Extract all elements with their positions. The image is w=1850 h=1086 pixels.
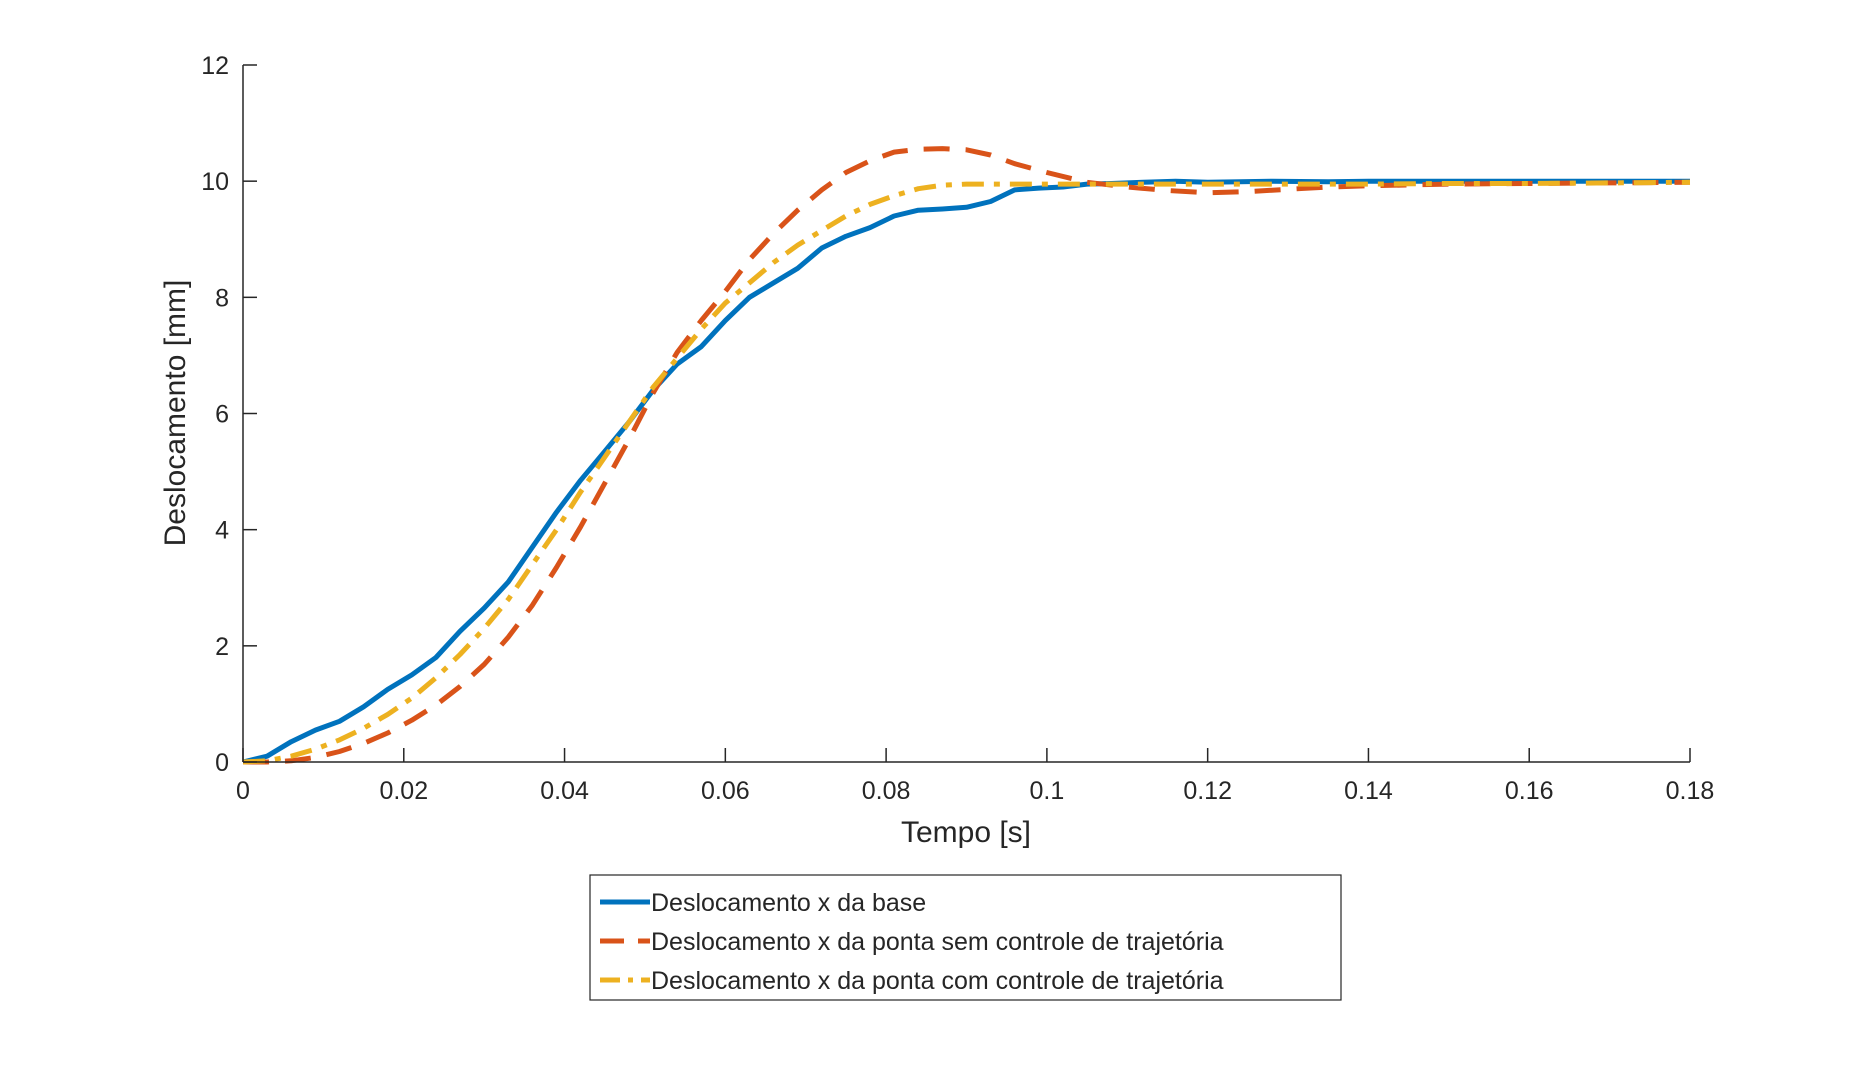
x-tick-label: 0.06 <box>701 777 750 805</box>
legend-entries: Deslocamento x da base Deslocamento x da … <box>600 889 1224 995</box>
y-tick-label: 6 <box>215 401 229 429</box>
series-line-2 <box>243 146 1691 765</box>
x-tick-label: 0.18 <box>1666 777 1715 805</box>
x-tick-label: 0 <box>236 777 250 805</box>
y-tick-label: 8 <box>215 284 229 312</box>
x-tick-label: 0.02 <box>379 777 428 805</box>
series-line-3 <box>242 179 1691 765</box>
series-lines <box>242 146 1691 765</box>
legend: Deslocamento x da base Deslocamento x da … <box>589 874 1342 1001</box>
legend-label-2: Deslocamento x da ponta sem controle de … <box>651 928 1224 956</box>
x-axis-ticks: 0 0.02 0.04 0.06 0.08 0.1 0.12 0.14 0.16 0.18 <box>236 748 1714 805</box>
y-axis-title: Deslocamento [mm] <box>159 280 192 547</box>
legend-label-1: Deslocamento x da base <box>651 889 926 917</box>
x-tick-label: 0.16 <box>1505 777 1554 805</box>
x-tick-label: 0.14 <box>1344 777 1393 805</box>
legend-box <box>589 874 1342 1001</box>
y-tick-label: 2 <box>215 633 229 661</box>
x-tick-label: 0.08 <box>862 777 911 805</box>
y-tick-label: 12 <box>201 52 229 80</box>
x-tick-label: 0.1 <box>1030 777 1065 805</box>
x-tick-label: 0.12 <box>1183 777 1232 805</box>
y-axis-ticks: 0 2 4 6 8 10 12 <box>201 52 257 777</box>
x-tick-label: 0.04 <box>540 777 589 805</box>
x-axis-title: Tempo [s] <box>901 816 1031 849</box>
plot-axes: 0 0.02 0.04 0.06 0.08 0.1 0.12 0.14 0.16 0.18 0 2 4… <box>201 52 1714 805</box>
y-tick-label: 10 <box>201 168 229 196</box>
y-tick-label: 0 <box>215 749 229 777</box>
y-tick-label: 4 <box>215 517 229 545</box>
legend-label-3: Deslocamento x da ponta com controle de … <box>651 967 1224 995</box>
